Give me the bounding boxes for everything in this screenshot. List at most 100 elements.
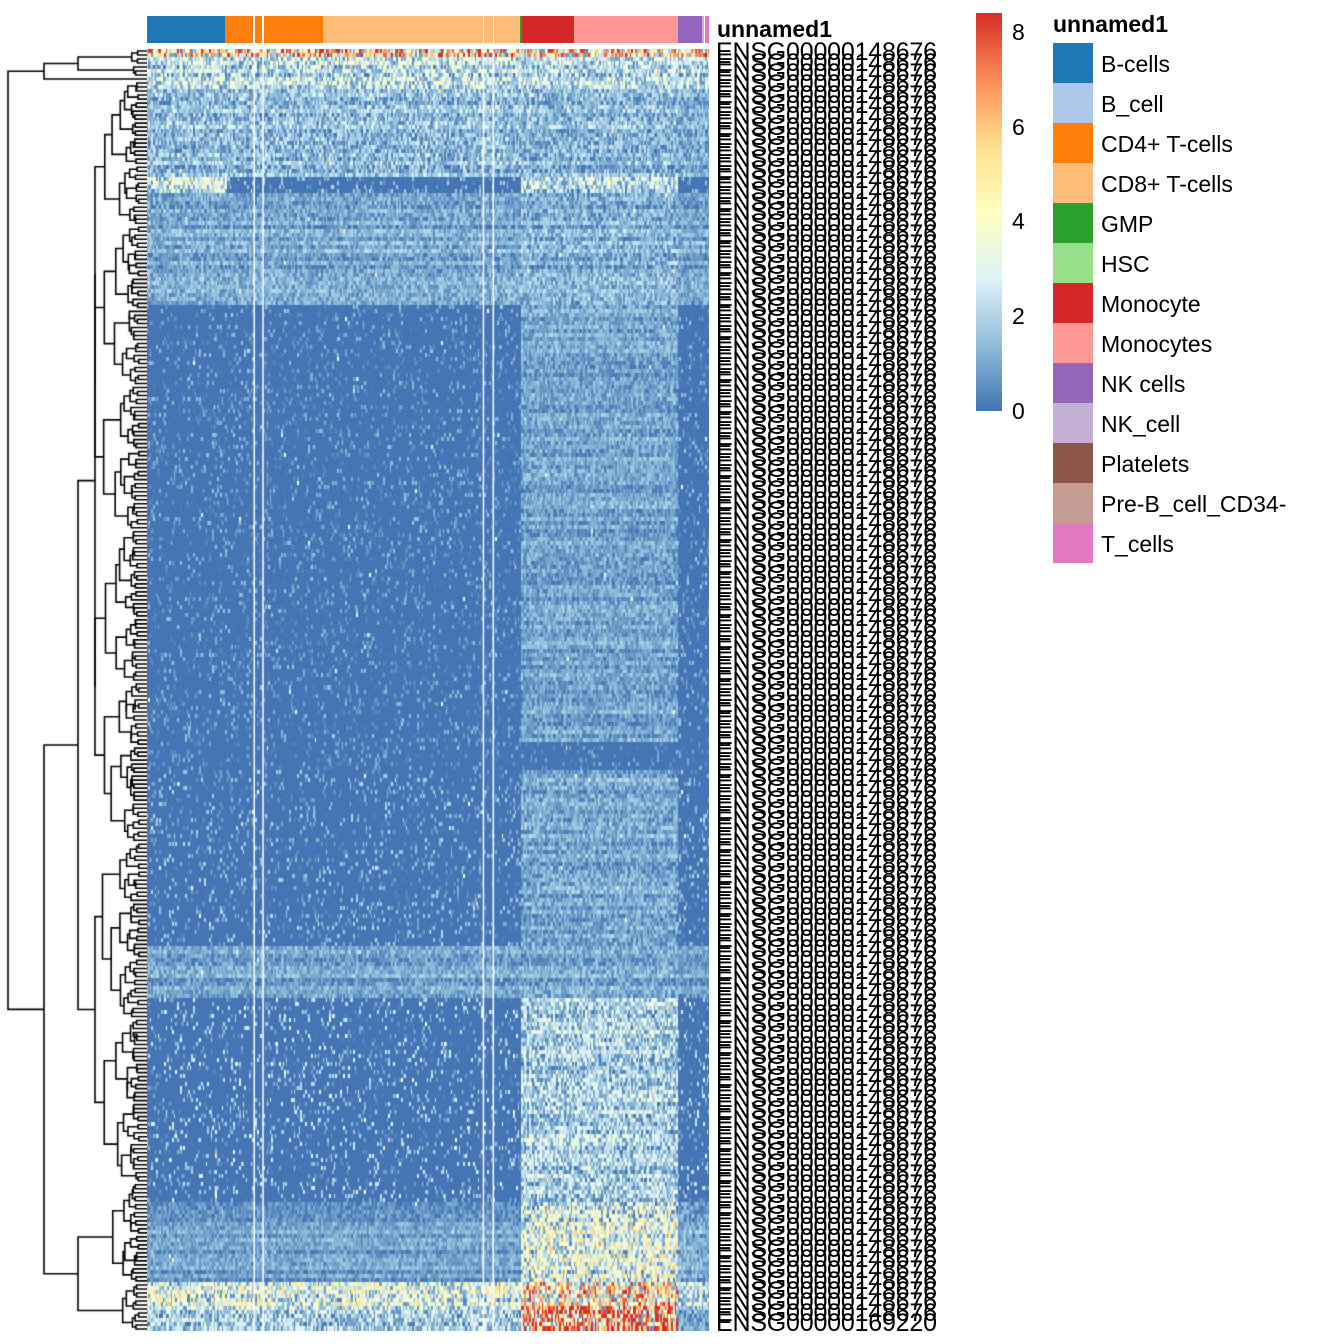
row-label: ENSG00000148676: [716, 80, 937, 109]
row-dendrogram: [0, 0, 147, 1344]
legend-swatch: [1053, 323, 1093, 363]
row-label: ENSG00000148676: [716, 700, 937, 729]
row-label: ENSG00000148676: [716, 871, 937, 900]
row-label: ENSG00000148676: [716, 1117, 937, 1146]
legend-swatch: [1053, 163, 1093, 203]
row-label: ENSG00000148676: [716, 401, 937, 430]
row-label: ENSG00000148676: [716, 48, 937, 77]
row-label: ENSG00000148676: [716, 40, 937, 66]
row-label: ENSG00000148676: [716, 411, 937, 440]
row-label: ENSG00000148676: [716, 561, 937, 590]
legend-swatch: [1053, 363, 1093, 403]
row-label: ENSG00000148676: [716, 679, 937, 707]
colorbar-tick-label: 4: [1012, 208, 1025, 235]
row-label: ENSG00000148676: [716, 881, 937, 910]
row-label: ENSG00000148676: [716, 614, 937, 643]
row-label: ENSG00000148676: [716, 198, 937, 227]
legend-label: B_cell: [1101, 91, 1164, 117]
row-label: ENSG00000148676: [716, 508, 937, 537]
row-label: ENSG00000148676: [716, 817, 937, 846]
row-label: ENSG00000148676: [716, 1245, 937, 1274]
row-label: ENSG00000148676: [716, 946, 937, 975]
row-label: ENSG00000148676: [716, 454, 937, 483]
row-label: ENSG00000148676: [716, 1095, 937, 1124]
annotation-segment-nk-cell: [702, 16, 705, 43]
row-label: ENSG00000148676: [716, 1202, 937, 1231]
colorbar-tick-label: 6: [1012, 113, 1025, 140]
row-label: ENSG00000148676: [716, 315, 937, 344]
row-label: ENSG00000148676: [716, 775, 937, 804]
colorbar: [976, 13, 1002, 411]
row-label: ENSG00000148676: [716, 1255, 937, 1284]
row-label: ENSG00000148676: [716, 849, 937, 878]
annotation-segment-gmp: [520, 16, 523, 43]
row-label: ENSG00000148676: [716, 59, 937, 88]
row-label: ENSG00000148676: [716, 166, 937, 195]
row-label: ENSG00000148676: [716, 711, 937, 740]
row-label: ENSG00000148676: [716, 144, 937, 173]
row-label: ENSG00000148676: [716, 1063, 937, 1092]
row-label: ENSG00000148676: [716, 753, 937, 782]
row-label: ENSG00000148676: [716, 240, 937, 269]
row-label: ENSG00000148676: [716, 1020, 937, 1049]
row-label: ENSG00000148676: [716, 1223, 937, 1252]
annotation-segment-b-cells: [147, 16, 226, 43]
row-label: ENSG00000148676: [716, 433, 937, 462]
annotation-segment-cd4-t-cells: [225, 16, 323, 43]
annotation-segment-t-cells: [704, 16, 709, 43]
row-label: ENSG00000148676: [716, 1298, 937, 1327]
row-label: ENSG00000148676: [716, 155, 937, 184]
row-label: ENSG00000148676: [716, 347, 937, 376]
row-label: ENSG00000148676: [716, 625, 937, 654]
row-label: ENSG00000148676: [716, 1277, 937, 1306]
row-label: ENSG00000148676: [716, 443, 937, 472]
row-label: ENSG00000148676: [716, 326, 937, 355]
row-label: ENSG00000148676: [716, 1213, 937, 1242]
row-label: ENSG00000148676: [716, 486, 937, 515]
legend-swatch: [1053, 43, 1093, 83]
annotation-segment-nk-cells: [677, 16, 703, 43]
legend-label: Monocytes: [1101, 331, 1213, 357]
legend-swatch: [1053, 123, 1093, 163]
annotation-track-title: unnamed1: [717, 16, 833, 42]
colorbar-tick-label: 8: [1012, 18, 1025, 45]
legend-label: CD8+ T-cells: [1101, 171, 1233, 197]
row-label: ENSG00000148676: [716, 892, 937, 921]
legend-label: HSC: [1101, 251, 1150, 277]
annotation-segment-cd8-t-cells: [322, 16, 521, 43]
row-label: ENSG00000148676: [716, 70, 937, 99]
row-label: ENSG00000148676: [716, 604, 937, 633]
row-label: ENSG00000148676: [716, 807, 937, 836]
row-label: ENSG00000148676: [716, 978, 937, 1007]
row-label: ENSG00000148676: [716, 1181, 937, 1210]
row-label: ENSG00000148676: [716, 112, 937, 141]
row-label: ENSG00000169220: [716, 1309, 937, 1338]
row-label: ENSG00000148676: [716, 1084, 937, 1113]
row-label: ENSG00000148676: [716, 1031, 937, 1060]
row-label: ENSG00000148676: [716, 422, 937, 451]
row-label: ENSG00000148676: [716, 999, 937, 1028]
row-labels: ENSG00000148676 ENSG00000148676 ENSG000001…: [716, 40, 966, 1340]
row-label: ENSG00000148676: [716, 369, 937, 398]
legend-label: B-cells: [1101, 51, 1171, 77]
annotation-gap: [482, 16, 485, 43]
row-label: ENSG00000148676: [716, 305, 937, 334]
legend-swatch: [1053, 243, 1093, 283]
row-label: ENSG00000148676: [716, 1170, 937, 1199]
row-label: ENSG00000148676: [716, 1074, 937, 1103]
legend-label: Pre-B_cell_CD34-: [1101, 491, 1287, 517]
legend-label: GMP: [1101, 211, 1154, 237]
row-label: ENSG00000148676: [716, 1127, 937, 1156]
row-label: ENSG00000148676: [716, 1159, 937, 1188]
row-label: ENSG00000148676: [716, 1266, 937, 1295]
legend-title: unnamed1: [1053, 11, 1169, 37]
row-label: ENSG00000148676: [716, 743, 937, 772]
row-label: ENSG00000148676: [716, 540, 937, 569]
row-label: ENSG00000148676: [716, 828, 937, 857]
row-label: ENSG00000148676: [716, 497, 937, 526]
row-label: ENSG00000148676: [716, 956, 937, 985]
row-label: ENSG00000148676: [716, 636, 937, 665]
row-label: ENSG00000148676: [716, 988, 937, 1017]
legend-swatch: [1053, 403, 1093, 443]
row-label: ENSG00000148676: [716, 903, 937, 932]
